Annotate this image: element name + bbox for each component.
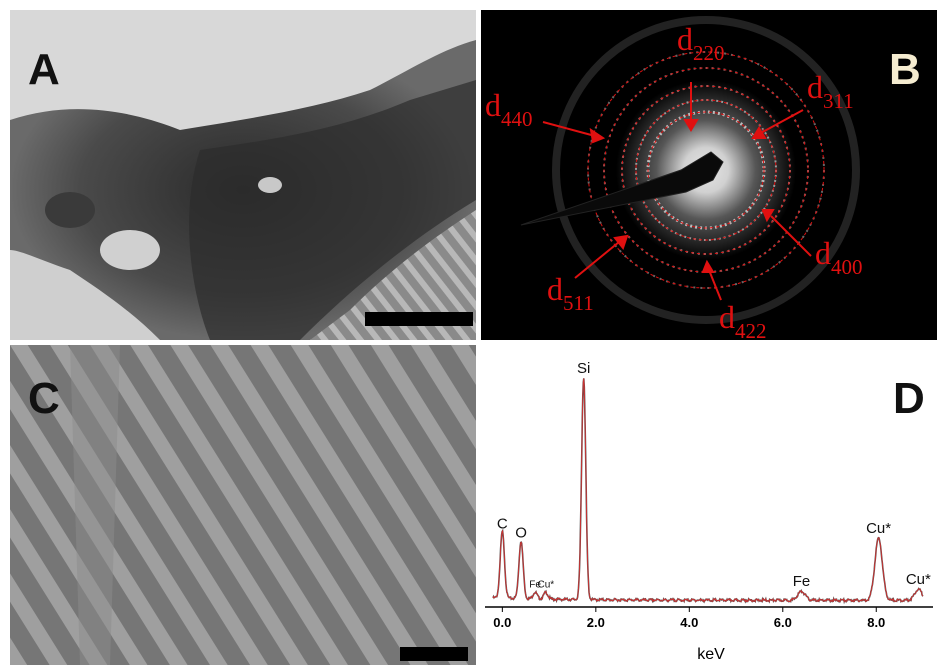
- x-ticks: 0.0 2.0 4.0 6.0 8.0: [493, 607, 885, 630]
- scale-bar-a: [365, 312, 473, 326]
- peak-label: C: [497, 515, 508, 532]
- peak-label: Cu*: [866, 520, 891, 537]
- scale-bar-c: [400, 647, 468, 661]
- panel-label-c: C: [28, 374, 60, 423]
- peak-label: O: [515, 524, 527, 541]
- label-d511: d511: [547, 271, 594, 315]
- x-tick-label: 4.0: [680, 615, 698, 630]
- panel-label-d: D: [893, 374, 925, 423]
- annotation-arrows: [542, 82, 812, 301]
- x-axis-label: keV: [697, 646, 725, 663]
- x-tick-label: 2.0: [587, 615, 605, 630]
- label-d440: d440: [485, 87, 533, 131]
- x-tick-label: 8.0: [867, 615, 885, 630]
- peak-label: Fe: [529, 579, 541, 590]
- panel-c-hrtem: C: [10, 345, 476, 665]
- panel-label-a: A: [28, 45, 60, 94]
- tem-image-a: [10, 10, 476, 340]
- label-d311: d311: [807, 69, 854, 113]
- label-d400: d400: [815, 235, 863, 279]
- x-tick-label: 6.0: [774, 615, 792, 630]
- spectrum-trace: [492, 378, 924, 605]
- peak-label: Fe: [793, 573, 811, 590]
- diffraction-pattern: d220 d311 d440 d400 d511 d422: [481, 10, 937, 340]
- x-tick-label: 0.0: [493, 615, 511, 630]
- panel-a-tem-image: A: [10, 10, 476, 340]
- beam-stop: [520, 151, 724, 226]
- spectrum-line-red: [492, 378, 924, 604]
- label-d422: d422: [719, 299, 767, 340]
- panel-label-b: B: [889, 45, 921, 94]
- peak-label: Cu*: [537, 579, 554, 590]
- tem-image-c: [10, 345, 476, 665]
- peak-label: Cu*: [906, 571, 931, 588]
- panel-d-edx-spectrum: 0.0 2.0 4.0 6.0 8.0 C O Fe Cu* Si Fe Cu* Cu* keV D: [481, 345, 937, 665]
- peak-label: Si: [577, 360, 590, 377]
- label-d220: d220: [677, 21, 725, 65]
- spectrum-line-gray: [492, 378, 924, 605]
- panel-b-diffraction: d220 d311 d440 d400 d511 d422 B: [481, 10, 937, 340]
